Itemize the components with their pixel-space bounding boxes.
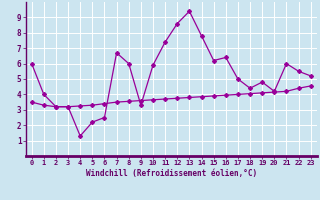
- X-axis label: Windchill (Refroidissement éolien,°C): Windchill (Refroidissement éolien,°C): [86, 169, 257, 178]
